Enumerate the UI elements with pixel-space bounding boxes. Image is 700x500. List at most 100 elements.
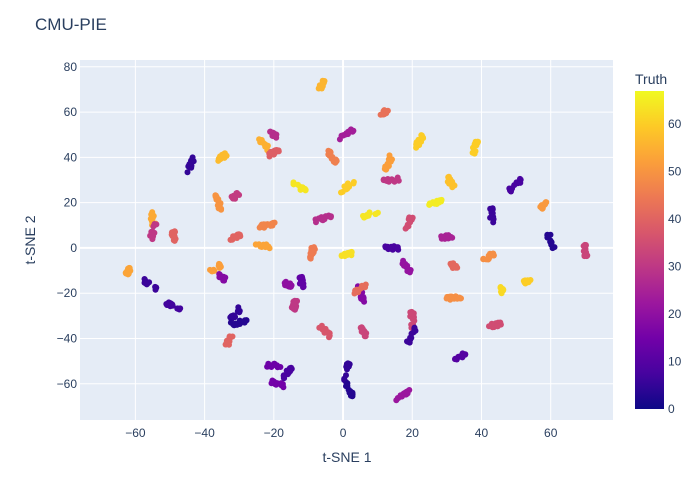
scatter-point [313, 219, 319, 226]
scatter-point [538, 205, 545, 212]
scatter-point [386, 152, 393, 159]
scatter-point [168, 301, 175, 308]
colorbar-tick-label: 10 [668, 355, 682, 369]
x-tick-label: 0 [340, 426, 347, 440]
scatter-point [302, 187, 309, 194]
cluster [212, 192, 225, 213]
scatter-point [338, 132, 345, 139]
cluster [290, 179, 309, 194]
scatter-point [408, 334, 415, 341]
cluster [216, 271, 229, 284]
scatter-point [222, 153, 229, 160]
scatter-point [300, 283, 307, 290]
scatter-point [420, 135, 427, 142]
scatter-point [217, 262, 224, 269]
cluster [447, 260, 461, 271]
scatter-point [402, 225, 409, 232]
scatter-point [287, 366, 294, 373]
scatter-point [386, 245, 393, 252]
scatter-point [436, 197, 443, 204]
scatter-point [256, 224, 263, 231]
scatter-point [349, 389, 356, 396]
cluster [444, 173, 458, 191]
cluster [207, 260, 224, 275]
cluster [338, 248, 355, 260]
scatter-point [282, 279, 289, 286]
scatter-point [443, 295, 450, 302]
cluster [315, 77, 328, 92]
cluster [357, 324, 370, 340]
scatter-point [341, 183, 348, 190]
scatter-point [582, 252, 589, 259]
scatter-point [582, 242, 589, 249]
scatter-point [323, 329, 330, 336]
x-tick-label: −20 [264, 426, 285, 440]
scatter-point [189, 154, 196, 161]
cluster [296, 273, 307, 291]
scatter-point [486, 323, 492, 330]
y-tick-label: 20 [64, 196, 78, 210]
scatter-point [494, 323, 501, 329]
cluster [469, 138, 481, 157]
scatter-point [228, 313, 235, 320]
y-axis-label: t-SNE 2 [22, 215, 38, 264]
colorbar-tick-label: 20 [668, 307, 682, 321]
scatter-point [226, 341, 232, 348]
cluster [227, 231, 244, 243]
cluster [486, 319, 504, 331]
x-tick-label: 20 [406, 426, 420, 440]
x-tick-label: −40 [194, 426, 215, 440]
scatter-point [270, 219, 277, 226]
scatter-point [241, 317, 248, 324]
x-tick-label: −60 [125, 426, 146, 440]
scatter-point [393, 397, 400, 404]
cluster [393, 387, 413, 404]
scatter-point [226, 333, 233, 340]
scatter-point [216, 274, 223, 281]
cluster [316, 322, 333, 341]
scatter-point [142, 280, 149, 287]
y-tick-label: 60 [64, 105, 78, 119]
scatter-point [454, 264, 461, 271]
scatter-point [217, 153, 223, 160]
scatter-point [548, 241, 555, 248]
scatter-point [273, 362, 280, 369]
cluster [280, 364, 295, 382]
scatter-point [383, 178, 390, 184]
scatter-point [362, 333, 369, 340]
scatter-point [123, 270, 130, 277]
scatter-point [404, 338, 411, 345]
cluster [163, 299, 184, 313]
cluster [382, 243, 402, 253]
cluster [480, 250, 497, 263]
cluster [438, 232, 456, 242]
cluster [399, 257, 414, 276]
scatter-point [350, 127, 357, 134]
cluster [264, 360, 284, 371]
colorbar-ticks: 0 10 20 30 40 50 60 [668, 117, 682, 416]
scatter-point [329, 154, 336, 160]
scatter-point [186, 161, 193, 168]
scatter-point [456, 294, 463, 301]
y-tick-label: 0 [70, 241, 77, 255]
scatter-point [383, 110, 390, 117]
scatter-point [260, 221, 267, 228]
scatter-point [452, 356, 458, 363]
scatter-point [327, 214, 334, 221]
scatter-point [488, 252, 495, 259]
scatter-point [426, 200, 433, 207]
scatter-point [236, 309, 243, 316]
scatter-point [382, 163, 389, 170]
colorbar-title: Truth [635, 71, 667, 87]
scatter-point [307, 250, 314, 257]
scatter-point [363, 213, 370, 219]
scatter-point [351, 290, 358, 297]
scatter-point [489, 205, 496, 212]
cluster [487, 205, 497, 226]
scatter-point [402, 389, 409, 396]
cluster [256, 219, 278, 231]
scatter-point [307, 255, 314, 262]
y-tick-label: −20 [57, 286, 78, 300]
scatter-point [394, 244, 401, 251]
